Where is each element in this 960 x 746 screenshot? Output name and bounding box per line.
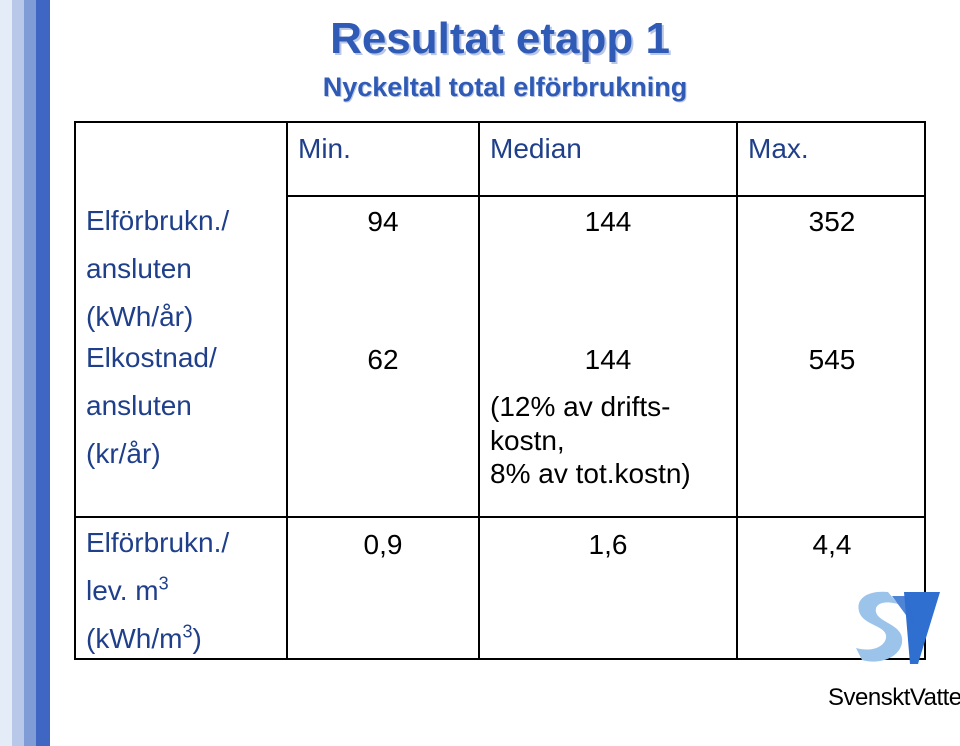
row2-median: 144 (584, 344, 632, 375)
table-col-rule-2 (478, 121, 480, 660)
logo-wordmark: SvensktVatten (828, 684, 960, 711)
row1-max: 352 (808, 206, 856, 237)
row1-median: 144 (584, 206, 632, 237)
row3-min: 0,9 (363, 529, 403, 560)
header-max: Max. (748, 133, 809, 164)
slide-title: Resultat etapp 1 (330, 14, 670, 63)
table-col-rule-1 (286, 121, 288, 660)
row3-median: 1,6 (588, 529, 628, 560)
table-col-rule-3 (736, 121, 738, 660)
table-rule-row2 (74, 516, 926, 518)
row2-min: 62 (367, 344, 399, 375)
row1-min: 94 (367, 206, 399, 237)
svenskt-vatten-logo-icon (856, 591, 940, 664)
row-label-elforbrukn-lev-m3: Elförbrukn./ lev. m3 (kWh/m3) (86, 527, 230, 655)
decor-stripe-4 (36, 0, 50, 746)
row2-max: 545 (808, 344, 856, 375)
row-label-elforbrukn-ansluten: Elförbrukn./ ansluten (kWh/år) (86, 205, 230, 333)
decor-stripe-1 (0, 0, 12, 746)
row3-max: 4,4 (812, 529, 852, 560)
header-median: Median (490, 133, 582, 164)
table-rule-header (287, 195, 926, 197)
results-table (74, 121, 926, 660)
row2-median-note: (12% av drifts- kostn, 8% av tot.kostn) (490, 391, 691, 490)
decor-stripe-2 (12, 0, 24, 746)
decor-stripe-3 (24, 0, 36, 746)
slide-subtitle: Nyckeltal total elförbrukning (322, 72, 688, 102)
header-min: Min. (298, 133, 351, 164)
row-label-elkostnad-ansluten: Elkostnad/ ansluten (kr/år) (86, 342, 217, 470)
